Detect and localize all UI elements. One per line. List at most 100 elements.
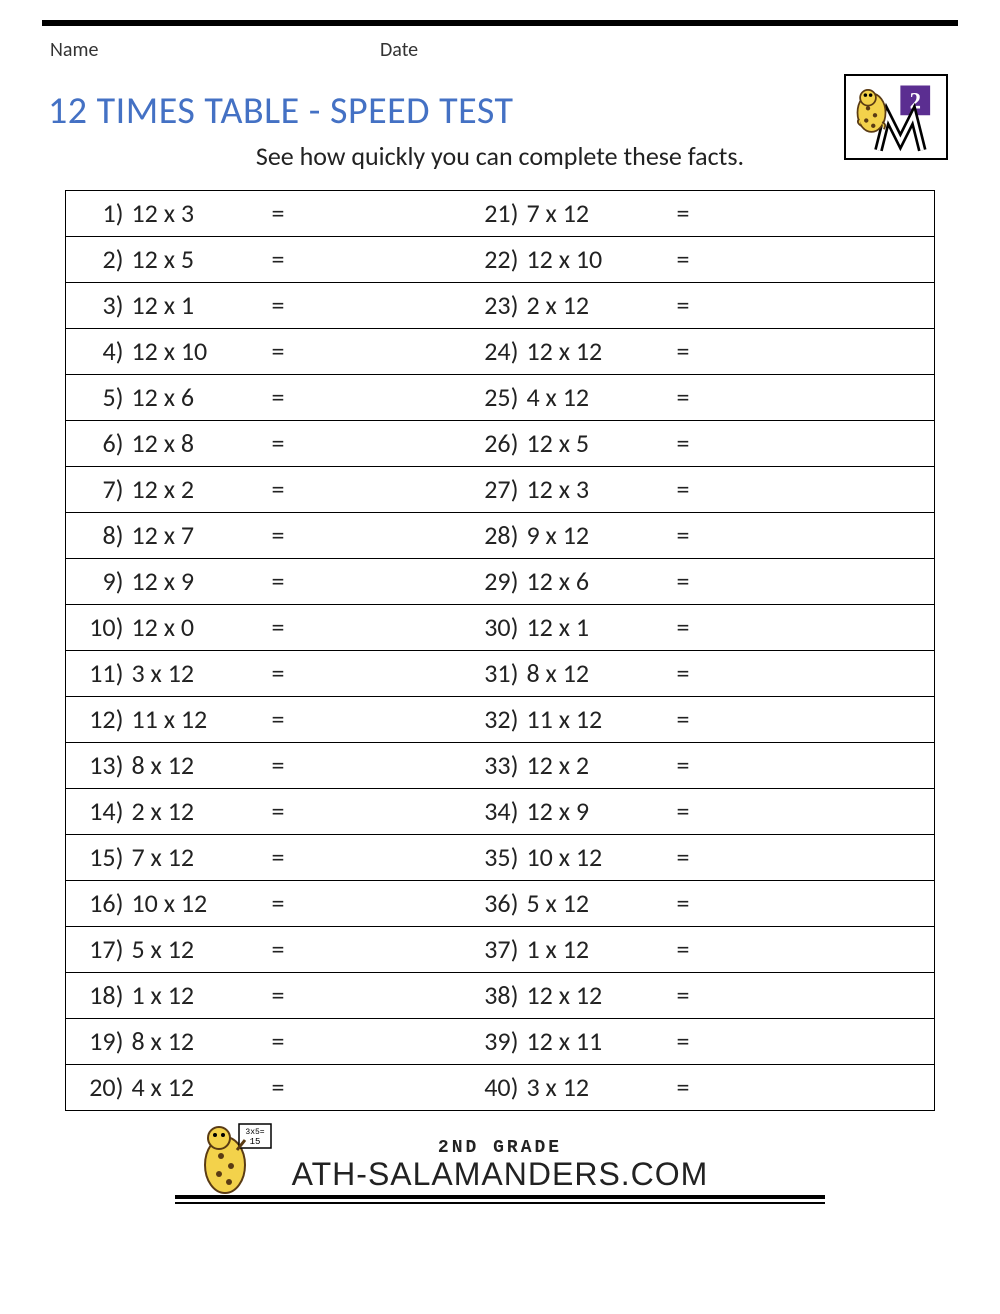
equals-sign: =: [673, 651, 713, 697]
problem-number: 28): [453, 513, 523, 559]
problem-expression: 12 x 3: [128, 191, 268, 237]
table-row: 4)12 x 10=24)12 x 12=: [66, 329, 935, 375]
answer-blank[interactable]: [713, 1065, 935, 1111]
problem-expression: 1 x 12: [523, 927, 673, 973]
answer-blank[interactable]: [308, 927, 423, 973]
problem-expression: 5 x 12: [523, 881, 673, 927]
equals-sign: =: [673, 421, 713, 467]
answer-blank[interactable]: [713, 881, 935, 927]
problem-number: 14): [66, 789, 128, 835]
answer-blank[interactable]: [308, 375, 423, 421]
problem-number: 33): [453, 743, 523, 789]
table-row: 7)12 x 2=27)12 x 3=: [66, 467, 935, 513]
equals-sign: =: [268, 835, 308, 881]
answer-blank[interactable]: [713, 1019, 935, 1065]
answer-blank[interactable]: [308, 605, 423, 651]
equals-sign: =: [673, 927, 713, 973]
answer-blank[interactable]: [713, 927, 935, 973]
answer-blank[interactable]: [308, 651, 423, 697]
equals-sign: =: [673, 513, 713, 559]
problem-expression: 12 x 5: [523, 421, 673, 467]
equals-sign: =: [673, 191, 713, 237]
problem-number: 1): [66, 191, 128, 237]
answer-blank[interactable]: [308, 973, 423, 1019]
problem-number: 6): [66, 421, 128, 467]
answer-blank[interactable]: [713, 697, 935, 743]
problem-expression: 2 x 12: [523, 283, 673, 329]
problem-number: 3): [66, 283, 128, 329]
equals-sign: =: [673, 605, 713, 651]
answer-blank[interactable]: [713, 651, 935, 697]
table-row: 14)2 x 12=34)12 x 9=: [66, 789, 935, 835]
table-row: 5)12 x 6=25)4 x 12=: [66, 375, 935, 421]
equals-sign: =: [673, 881, 713, 927]
answer-blank[interactable]: [713, 237, 935, 283]
answer-blank[interactable]: [308, 1019, 423, 1065]
salamander-logo-icon: 2: [852, 82, 940, 152]
answer-blank[interactable]: [713, 835, 935, 881]
footer-site-text: ATH-SALAMANDERS.COM: [42, 1156, 958, 1193]
answer-blank[interactable]: [308, 559, 423, 605]
answer-blank[interactable]: [713, 421, 935, 467]
answer-blank[interactable]: [713, 743, 935, 789]
svg-text:3x5=: 3x5=: [245, 1128, 264, 1137]
column-gap: [423, 283, 453, 329]
svg-text:15: 15: [250, 1137, 261, 1147]
equals-sign: =: [268, 513, 308, 559]
problem-number: 9): [66, 559, 128, 605]
problem-number: 13): [66, 743, 128, 789]
problem-expression: 12 x 12: [523, 329, 673, 375]
problem-expression: 12 x 8: [128, 421, 268, 467]
column-gap: [423, 743, 453, 789]
answer-blank[interactable]: [308, 881, 423, 927]
equals-sign: =: [673, 237, 713, 283]
answer-blank[interactable]: [308, 329, 423, 375]
column-gap: [423, 835, 453, 881]
problem-expression: 12 x 2: [523, 743, 673, 789]
answer-blank[interactable]: [713, 605, 935, 651]
problem-expression: 11 x 12: [128, 697, 268, 743]
answer-blank[interactable]: [308, 743, 423, 789]
equals-sign: =: [673, 329, 713, 375]
problem-expression: 12 x 6: [523, 559, 673, 605]
answer-blank[interactable]: [713, 191, 935, 237]
answer-blank[interactable]: [713, 789, 935, 835]
answer-blank[interactable]: [308, 697, 423, 743]
problem-number: 38): [453, 973, 523, 1019]
equals-sign: =: [673, 375, 713, 421]
problem-number: 17): [66, 927, 128, 973]
table-row: 9)12 x 9=29)12 x 6=: [66, 559, 935, 605]
problem-expression: 1 x 12: [128, 973, 268, 1019]
problem-number: 37): [453, 927, 523, 973]
problem-number: 30): [453, 605, 523, 651]
answer-blank[interactable]: [308, 467, 423, 513]
answer-blank[interactable]: [713, 283, 935, 329]
answer-blank[interactable]: [308, 835, 423, 881]
equals-sign: =: [268, 191, 308, 237]
answer-blank[interactable]: [308, 1065, 423, 1111]
answer-blank[interactable]: [308, 283, 423, 329]
answer-blank[interactable]: [713, 973, 935, 1019]
table-row: 16)10 x 12=36)5 x 12=: [66, 881, 935, 927]
column-gap: [423, 881, 453, 927]
answer-blank[interactable]: [713, 513, 935, 559]
problem-expression: 12 x 6: [128, 375, 268, 421]
equals-sign: =: [673, 835, 713, 881]
problem-number: 23): [453, 283, 523, 329]
answer-blank[interactable]: [308, 421, 423, 467]
answer-blank[interactable]: [713, 375, 935, 421]
problem-expression: 12 x 5: [128, 237, 268, 283]
answer-blank[interactable]: [308, 237, 423, 283]
table-row: 17)5 x 12=37)1 x 12=: [66, 927, 935, 973]
answer-blank[interactable]: [713, 467, 935, 513]
equals-sign: =: [268, 237, 308, 283]
equals-sign: =: [268, 467, 308, 513]
answer-blank[interactable]: [308, 789, 423, 835]
answer-blank[interactable]: [713, 329, 935, 375]
problem-expression: 12 x 10: [128, 329, 268, 375]
answer-blank[interactable]: [713, 559, 935, 605]
answer-blank[interactable]: [308, 513, 423, 559]
problem-number: 39): [453, 1019, 523, 1065]
answer-blank[interactable]: [308, 191, 423, 237]
problem-number: 29): [453, 559, 523, 605]
